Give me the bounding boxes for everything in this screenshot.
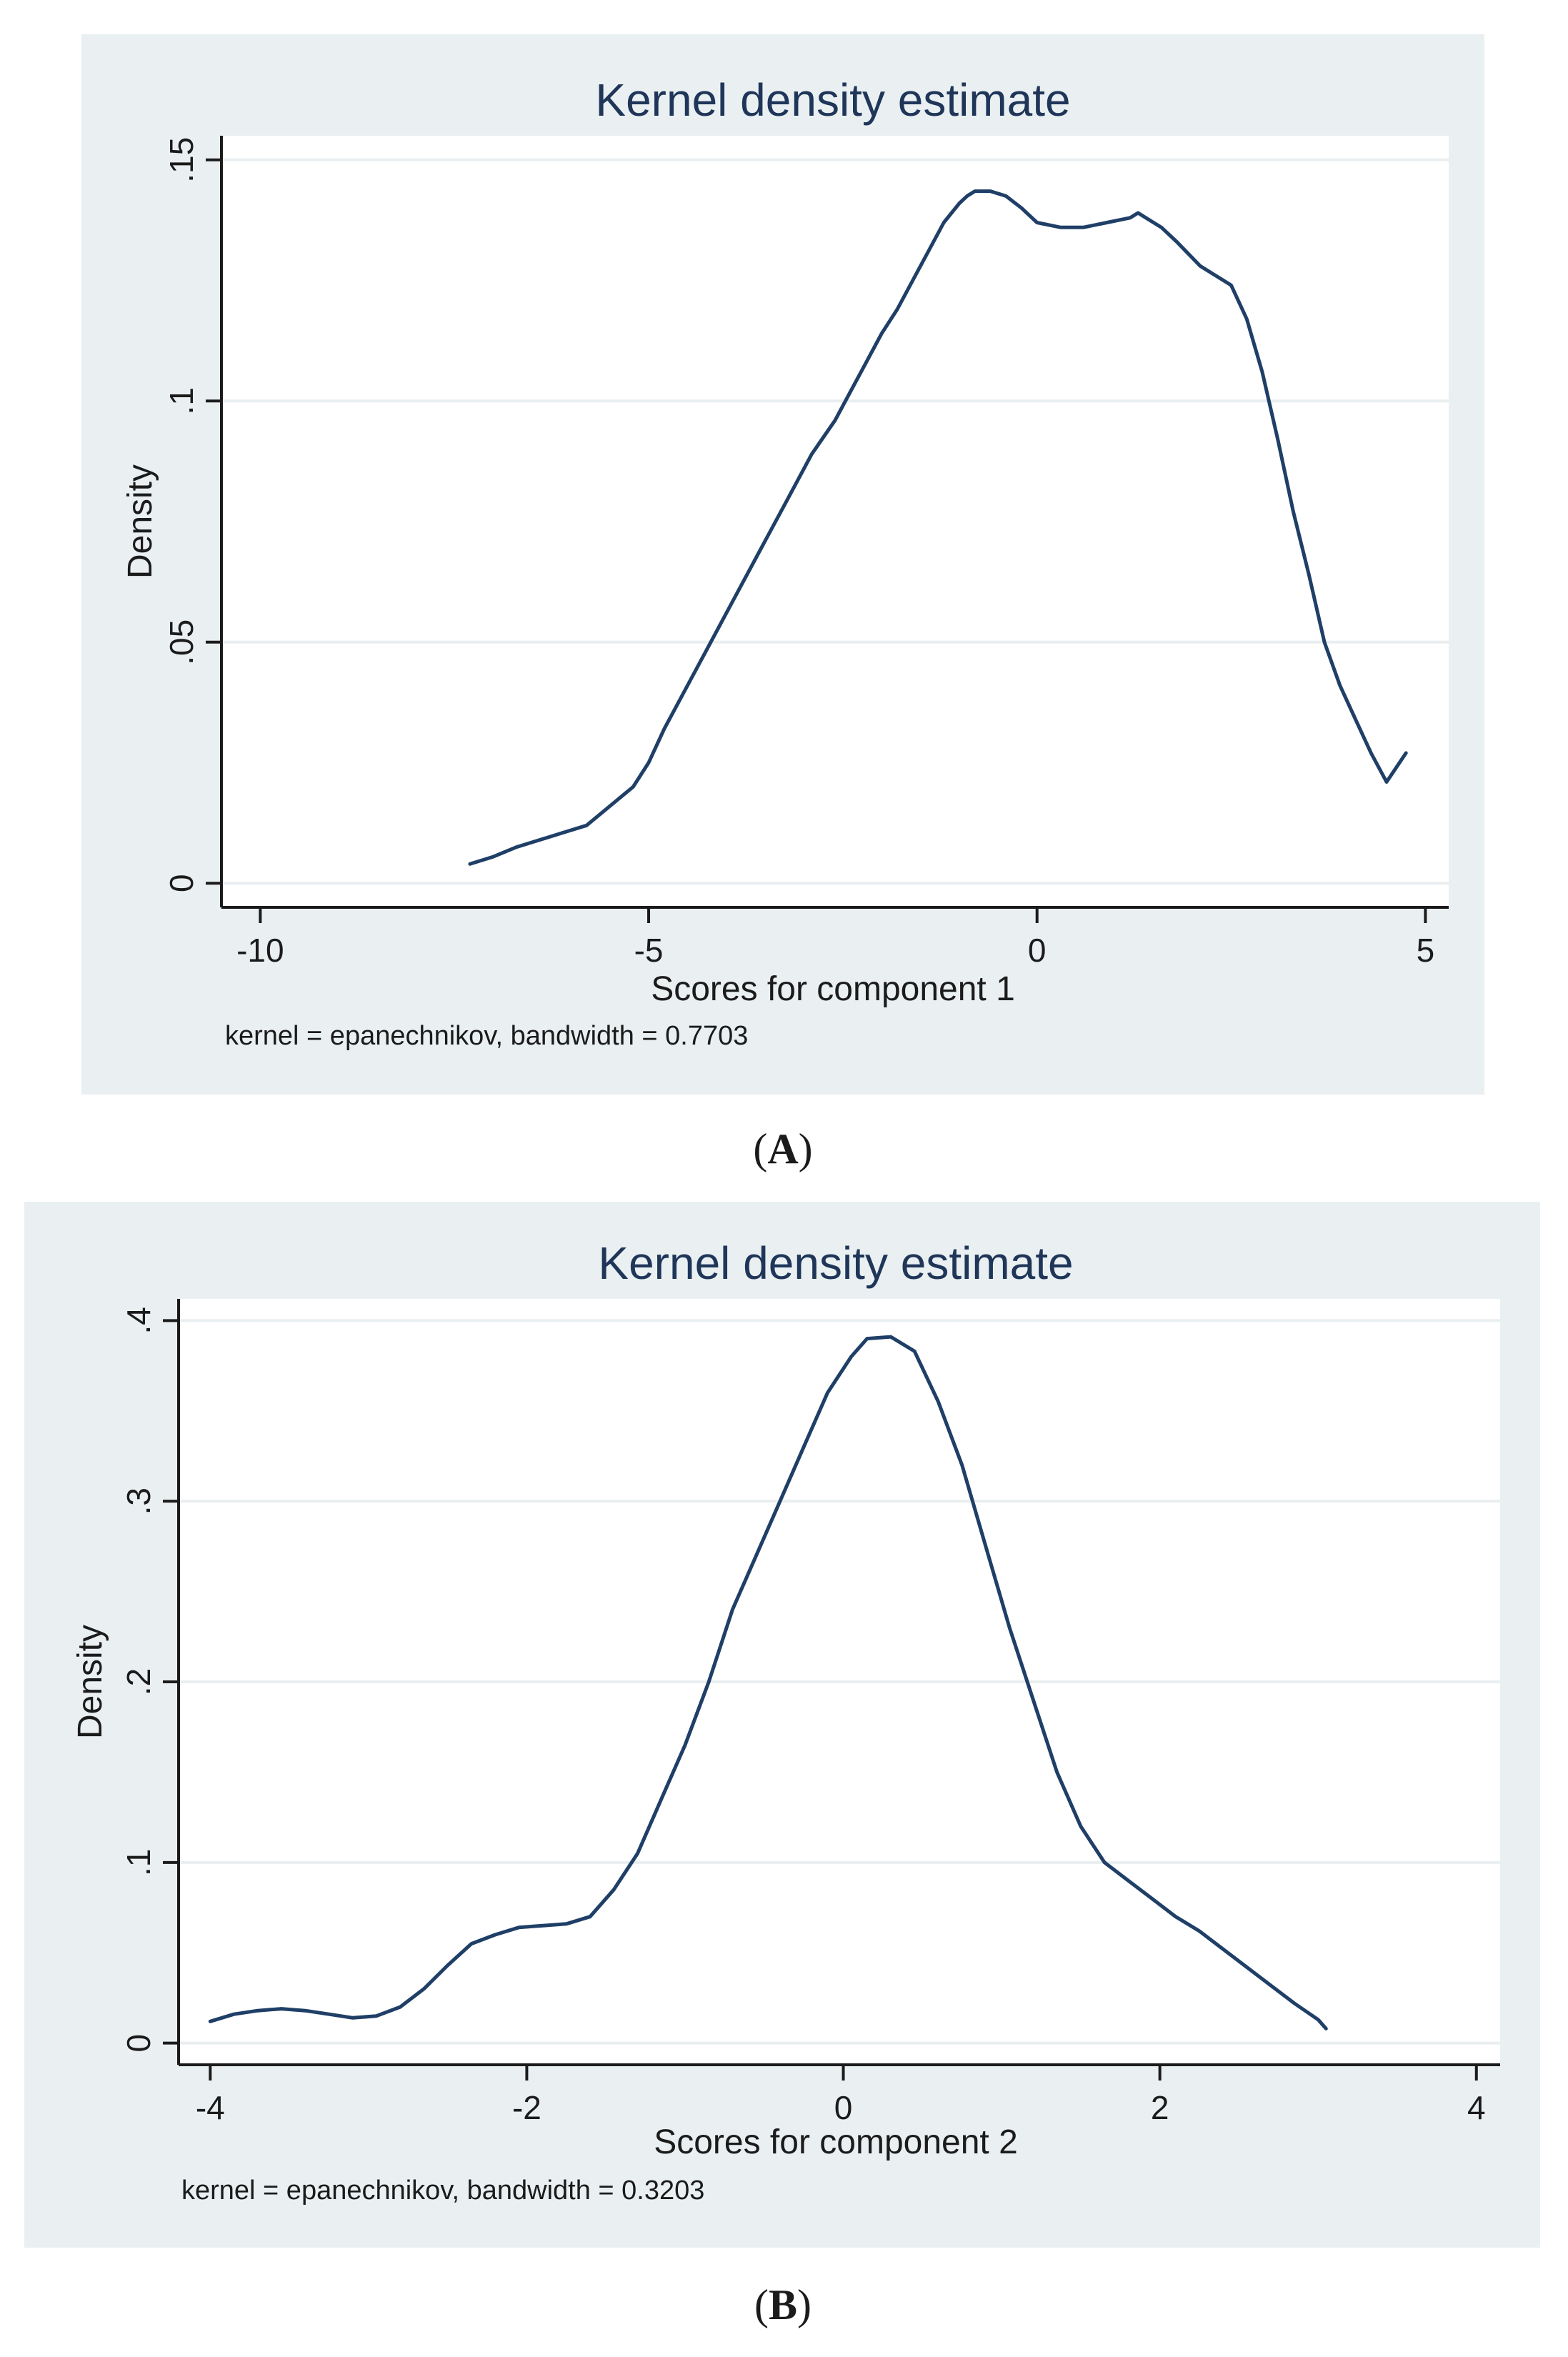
panel-a-density-curve: [468, 189, 1408, 866]
panel-b-y-tick-label: .2: [120, 1668, 157, 1695]
panel-b-gridlines: [179, 1319, 1500, 2045]
panel-b-x-tick-label: 2: [1151, 2089, 1169, 2126]
panel-a-title: Kernel density estimate: [595, 74, 1070, 126]
panel-a-y-tick-label: 0: [163, 874, 200, 892]
panel-a-y-axis-label: Density: [121, 464, 159, 579]
panel-b: Kernel density estimate 0 .1 .2 .3 .4 -4 -2 0 2 4…: [24, 1202, 1540, 2328]
panel-a-y-tick-label: .05: [163, 619, 200, 665]
panel-b-x-tick-label: 0: [834, 2089, 853, 2126]
panel-b-y-axis-label: Density: [71, 1625, 109, 1739]
panel-b-kernel-note: kernel = epanechnikov, bandwidth = 0.320…: [181, 2176, 704, 2206]
panel-a-x-tick-label: -5: [634, 932, 664, 969]
panel-a-y-tick-label: .1: [163, 387, 200, 414]
panel-b-x-axis-label: Scores for component 2: [654, 2123, 1018, 2161]
panel-b-y-tick-label: .3: [120, 1488, 157, 1515]
panel-b-y-tick-label: .1: [120, 1849, 157, 1876]
panel-a-kernel-note: kernel = epanechnikov, bandwidth = 0.770…: [225, 1021, 748, 1051]
panel-a-x-axis-label: Scores for component 1: [651, 970, 1015, 1008]
panel-a-ticks: 0 .05 .1 .15 -10 -5 0 5: [163, 137, 1434, 969]
panel-a: Kernel density estimate 0 .05 .1 .15 -10 -5 0 5…: [81, 34, 1484, 1172]
panel-a-y-tick-label: .15: [163, 137, 200, 183]
panel-a-x-tick-label: -10: [236, 932, 284, 969]
panel-a-caption: (A): [753, 1125, 812, 1172]
panel-b-ticks: 0 .1 .2 .3 .4 -4 -2 0 2 4: [120, 1307, 1486, 2126]
panel-b-x-tick-label: 4: [1467, 2089, 1486, 2126]
panel-a-x-tick-label: 5: [1417, 932, 1435, 969]
panel-b-title: Kernel density estimate: [598, 1237, 1073, 1289]
panel-b-y-tick-label: 0: [120, 2034, 157, 2053]
panel-b-y-tick-label: .4: [120, 1307, 157, 1334]
panel-a-caption-letter: A: [767, 1125, 798, 1172]
panel-b-density-curve: [208, 1335, 1328, 2030]
panel-b-caption-letter: B: [769, 2281, 797, 2328]
panel-a-gridlines: [221, 158, 1449, 885]
panel-b-caption: (B): [754, 2281, 812, 2328]
panel-b-x-tick-label: -2: [512, 2089, 541, 2126]
panel-a-x-tick-label: 0: [1028, 932, 1047, 969]
panel-a-plot-area: [221, 136, 1449, 907]
panel-b-x-tick-label: -4: [196, 2089, 225, 2126]
